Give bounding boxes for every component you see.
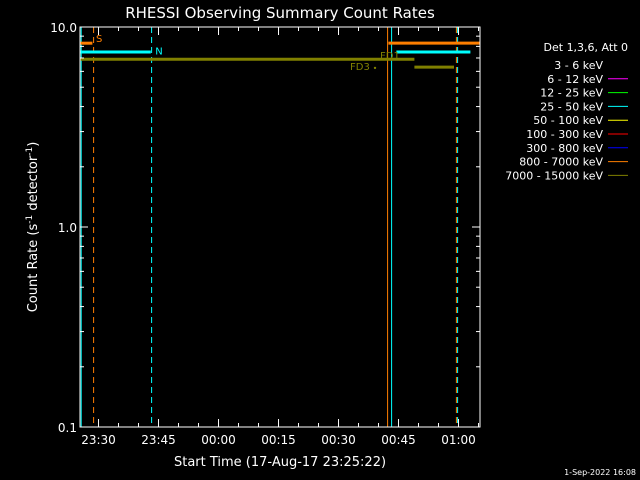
legend-entry-label: 3 - 6 keV	[554, 59, 603, 72]
y-tick-label: 10.0	[50, 21, 77, 35]
legend-entry-label: 6 - 12 keV	[547, 73, 603, 86]
y-axis: 0.1 1.0 10.0	[50, 21, 480, 435]
legend-entry-label: 100 - 300 keV	[526, 128, 603, 141]
x-tick-label: 00:00	[201, 433, 236, 447]
legend-entry-label: 7000 - 15000 keV	[505, 169, 603, 182]
legend-entry-label: 50 - 100 keV	[533, 114, 603, 127]
y-axis-label: Count Rate (s-1 detector-1)	[25, 142, 41, 313]
x-axis: 23:30 23:45 00:00 00:15 00:30 00:45 01:00	[81, 27, 480, 447]
x-tick-label: 01:00	[441, 433, 476, 447]
x-tick-label: 23:30	[81, 433, 116, 447]
y-tick-label: 1.0	[58, 221, 77, 235]
x-tick-label: 00:30	[321, 433, 356, 447]
annotation-label: N	[155, 46, 162, 57]
y-tick-label: 0.1	[58, 421, 77, 435]
legend-entry-label: 300 - 800 keV	[526, 142, 603, 155]
footer-date: 1-Sep-2022 16:08	[564, 468, 636, 477]
x-tick-label: 00:45	[381, 433, 416, 447]
x-tick-label: 00:15	[261, 433, 296, 447]
annotation-label: S	[96, 34, 102, 45]
annotation-label: FD1	[380, 51, 400, 62]
annotation-marker	[373, 66, 377, 70]
plot-frame	[79, 26, 481, 428]
x-tick-label: 23:45	[141, 433, 176, 447]
chart-title: RHESSI Observing Summary Count Rates	[125, 4, 435, 22]
x-axis-label: Start Time (17-Aug-17 23:25:22)	[174, 455, 386, 470]
legend-header: Det 1,3,6, Att 0	[544, 41, 628, 54]
legend-entry-label: 12 - 25 keV	[540, 87, 603, 100]
annotation-label: FD3	[350, 62, 370, 73]
plot-area: S N FD1 FD3	[80, 27, 480, 427]
legend-entry-label: 800 - 7000 keV	[519, 156, 603, 169]
legend-entry-label: 25 - 50 keV	[540, 100, 603, 113]
